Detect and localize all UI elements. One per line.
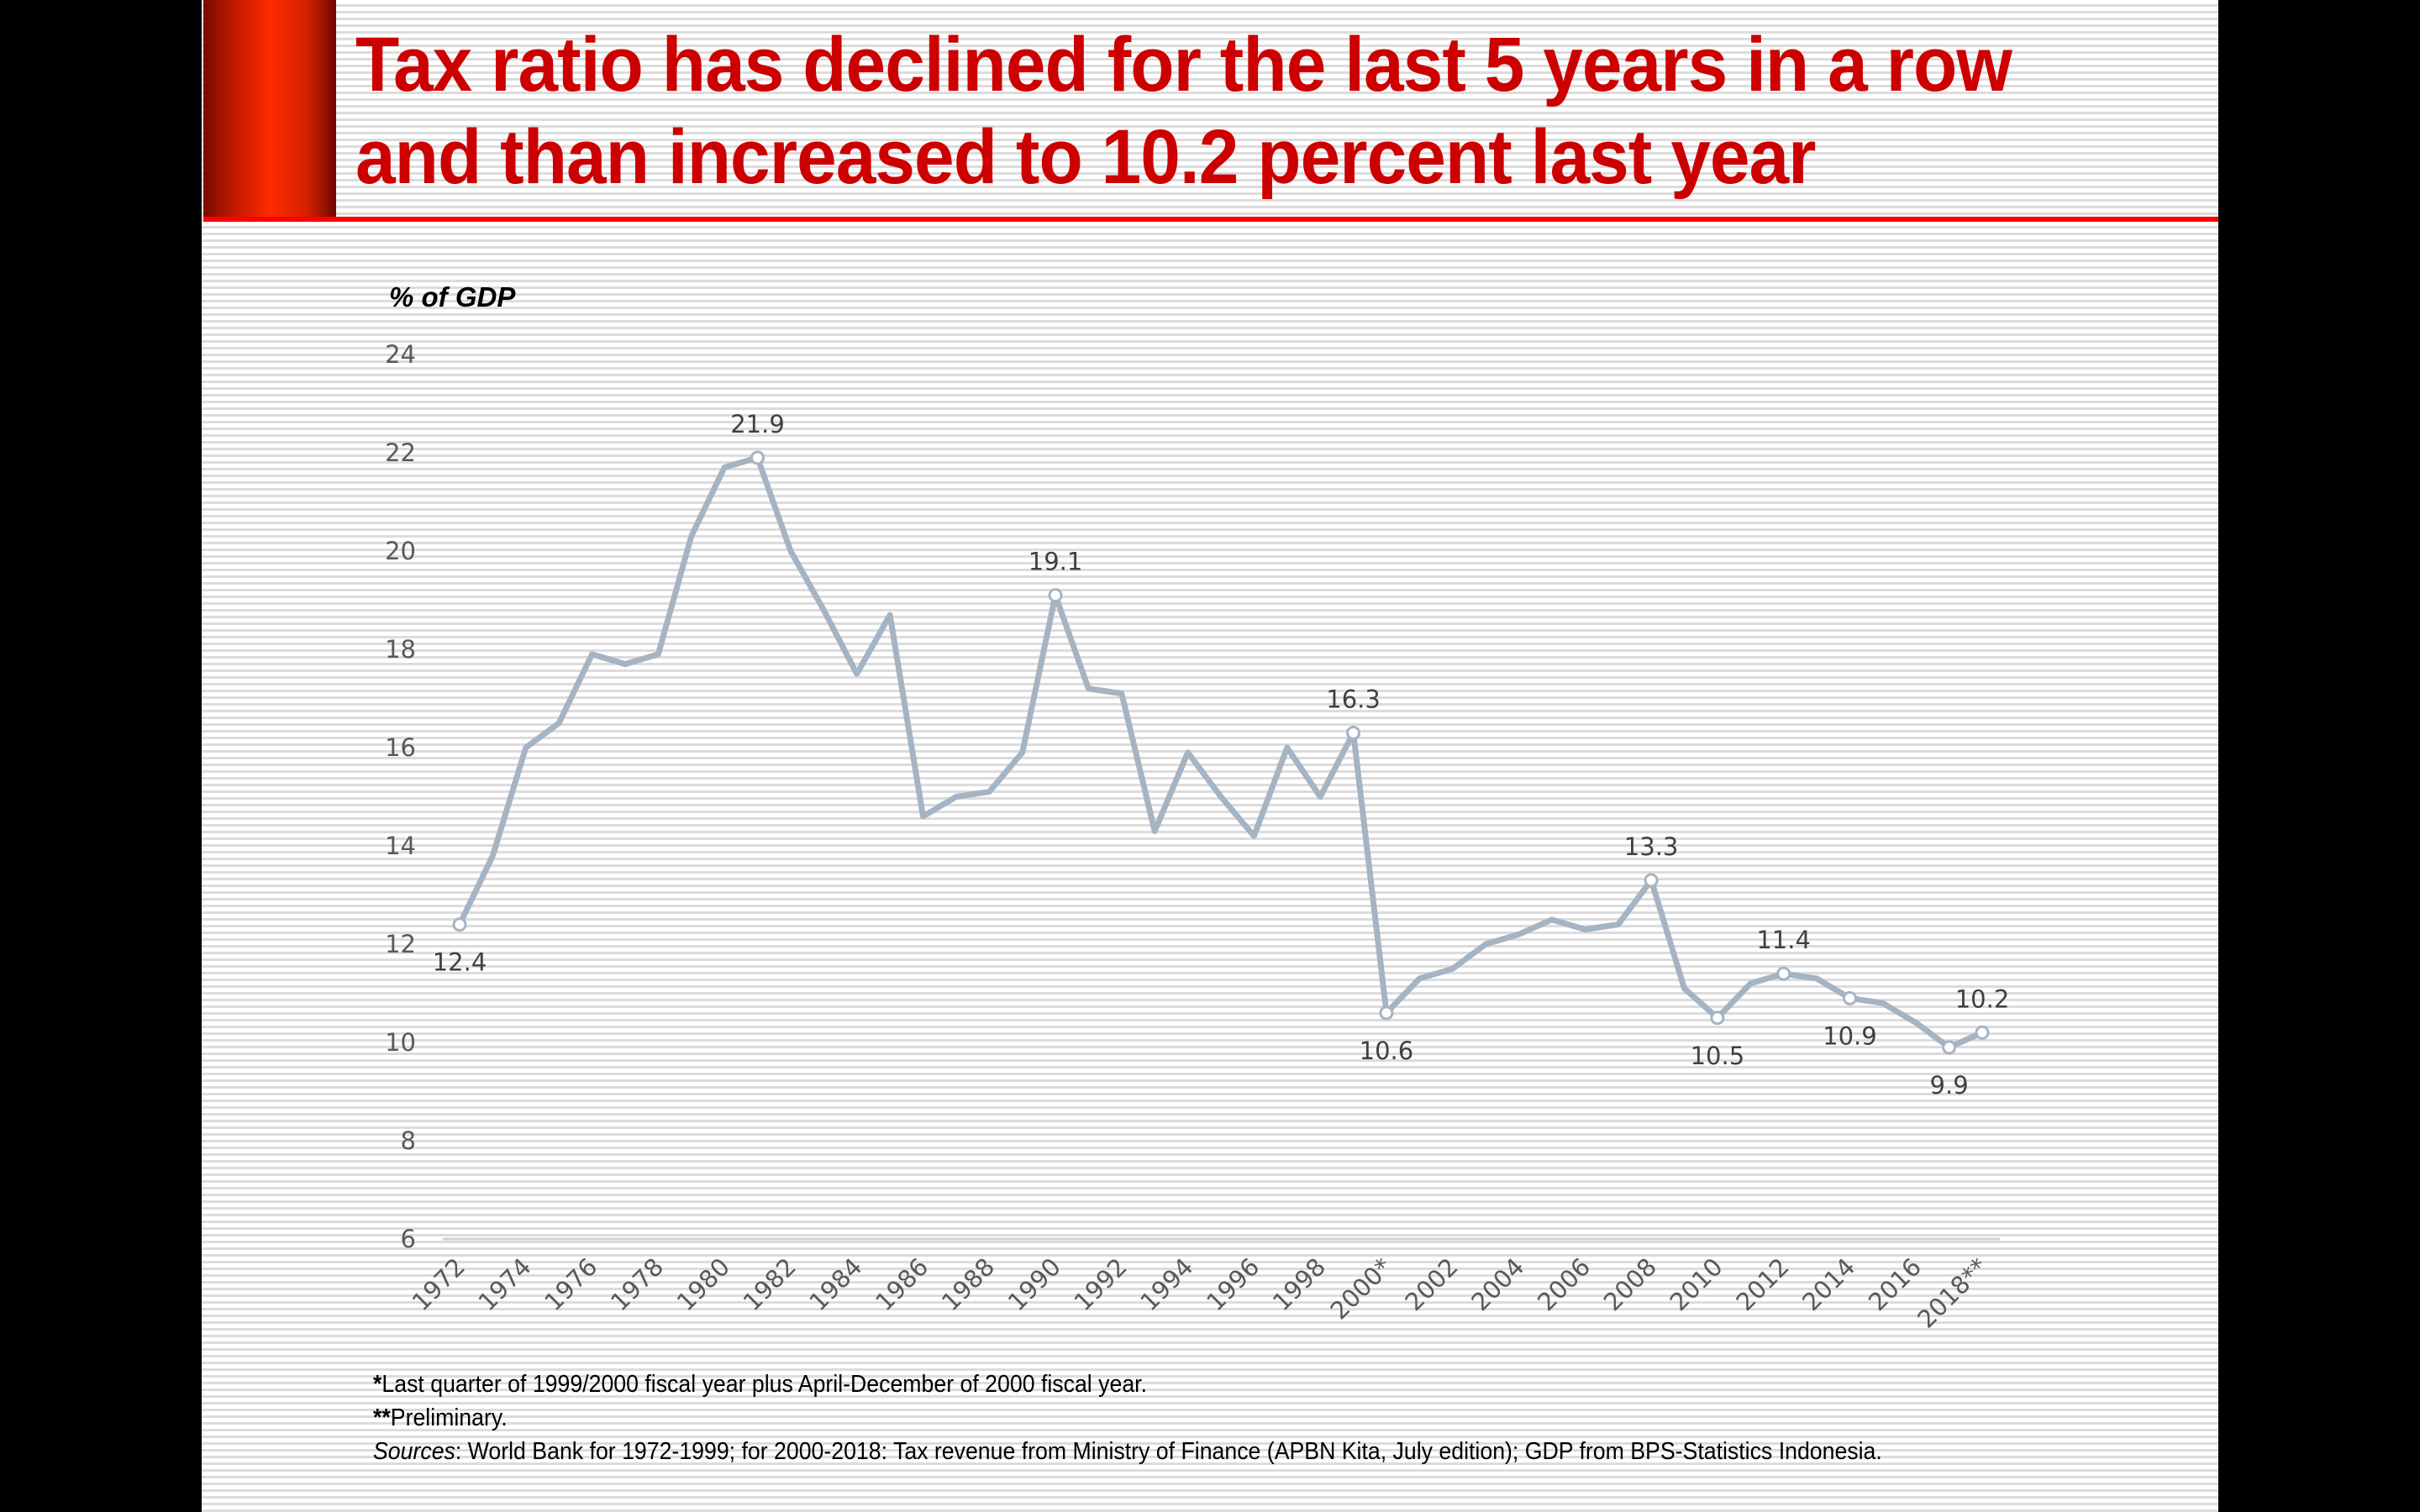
data-label: 10.6 xyxy=(1360,1037,1414,1065)
y-tick-label: 6 xyxy=(401,1225,416,1253)
footnote-1-mark: * xyxy=(373,1371,382,1398)
data-point-marker xyxy=(1346,725,1361,740)
x-tick-label: 1988 xyxy=(936,1252,1000,1316)
x-tick-label: 2000* xyxy=(1324,1252,1397,1325)
footnote-sources: Sources: World Bank for 1972-1999; for 2… xyxy=(373,1435,2074,1468)
data-point-marker xyxy=(1644,873,1659,888)
x-tick-label: 1978 xyxy=(605,1252,669,1316)
x-tick-label: 1980 xyxy=(671,1252,735,1316)
data-label: 19.1 xyxy=(1028,548,1083,576)
y-tick-label: 18 xyxy=(385,635,416,664)
y-tick-label: 8 xyxy=(401,1126,416,1155)
data-labels: 12.4 21.9 19.1 16.3 10.6 13.3 10.5 11.4 10.9 9.9 1… xyxy=(433,410,2010,1100)
data-point-marker xyxy=(1710,1011,1725,1026)
x-tick-label: 1982 xyxy=(738,1252,802,1316)
data-point-marker xyxy=(452,917,467,932)
x-tick-label: 1976 xyxy=(539,1252,602,1316)
y-axis-ticks: 6 8 10 12 14 16 18 20 22 24 xyxy=(385,340,416,1253)
y-tick-label: 10 xyxy=(385,1028,416,1057)
data-label: 13.3 xyxy=(1624,832,1679,861)
series-line-tax-ratio xyxy=(456,454,1986,1051)
x-tick-label: 1994 xyxy=(1134,1252,1198,1316)
sources-text: : World Bank for 1972-1999; for 2000-201… xyxy=(455,1438,1882,1465)
footnote-2-mark: ** xyxy=(373,1404,391,1431)
x-tick-label: 1974 xyxy=(472,1252,536,1316)
slide-title: Tax ratio has declined for the last 5 ye… xyxy=(355,18,2153,203)
data-label: 12.4 xyxy=(433,948,487,977)
x-tick-label: 2006 xyxy=(1532,1252,1596,1316)
tax-ratio-line-chart: % of GDP 6 8 10 12 14 16 18 20 22 24 1972 1974 1976… xyxy=(385,281,2010,1334)
sources-label: Sources xyxy=(373,1438,455,1465)
title-underline-rule xyxy=(203,217,2218,222)
x-tick-label: 2002 xyxy=(1399,1252,1463,1316)
footnote-1-text: Last quarter of 1999/2000 fiscal year pl… xyxy=(381,1371,1147,1398)
footnote-2: **Preliminary. xyxy=(373,1401,2074,1435)
slide-title-line-2: and than increased to 10.2 percent last … xyxy=(355,114,1816,200)
x-tick-label: 1986 xyxy=(870,1252,934,1316)
slide: Tax ratio has declined for the last 5 ye… xyxy=(202,0,2218,1512)
data-label: 11.4 xyxy=(1756,926,1811,954)
y-tick-label: 12 xyxy=(385,930,416,958)
data-point-marker xyxy=(1776,966,1791,981)
data-point-marker xyxy=(750,450,765,465)
y-tick-label: 16 xyxy=(385,733,416,762)
slide-title-line-1: Tax ratio has declined for the last 5 ye… xyxy=(355,22,2012,108)
data-label: 16.3 xyxy=(1326,685,1381,713)
y-axis-title: % of GDP xyxy=(389,281,516,312)
y-tick-label: 20 xyxy=(385,537,416,565)
x-tick-label: 1998 xyxy=(1267,1252,1331,1316)
title-accent-bar xyxy=(203,0,336,217)
footnotes: *Last quarter of 1999/2000 fiscal year p… xyxy=(373,1368,2074,1468)
footnote-2-text: Preliminary. xyxy=(390,1404,508,1431)
data-label: 10.9 xyxy=(1823,1021,1877,1050)
y-tick-label: 24 xyxy=(385,340,416,369)
footnote-1: *Last quarter of 1999/2000 fiscal year p… xyxy=(373,1368,2074,1401)
x-tick-label: 2014 xyxy=(1797,1252,1860,1316)
data-label: 10.2 xyxy=(1955,984,2010,1013)
data-label: 9.9 xyxy=(1930,1071,1969,1100)
data-point-marker xyxy=(1379,1005,1394,1021)
x-tick-label: 1984 xyxy=(803,1252,867,1316)
x-tick-label: 1996 xyxy=(1201,1252,1265,1316)
x-tick-label: 2008 xyxy=(1598,1252,1662,1316)
data-point-marker xyxy=(1048,588,1063,603)
data-point-marker xyxy=(1842,990,1857,1005)
x-tick-label: 1972 xyxy=(407,1252,471,1316)
x-tick-label: 2004 xyxy=(1465,1252,1529,1316)
y-tick-label: 14 xyxy=(385,832,416,860)
x-axis-ticks: 1972 1974 1976 1978 1980 1982 1984 1986 1988 1990… xyxy=(407,1252,1993,1334)
x-tick-label: 1990 xyxy=(1002,1252,1066,1316)
data-label: 21.9 xyxy=(730,410,785,438)
data-point-markers xyxy=(452,450,1990,1055)
x-tick-label: 2010 xyxy=(1665,1252,1728,1316)
x-tick-label: 2018** xyxy=(1912,1252,1993,1334)
y-tick-label: 22 xyxy=(385,438,416,467)
data-point-marker xyxy=(1975,1025,1990,1040)
x-tick-label: 2012 xyxy=(1730,1252,1794,1316)
data-label: 10.5 xyxy=(1691,1042,1745,1070)
x-tick-label: 1992 xyxy=(1069,1252,1133,1316)
data-point-marker xyxy=(1942,1040,1957,1055)
